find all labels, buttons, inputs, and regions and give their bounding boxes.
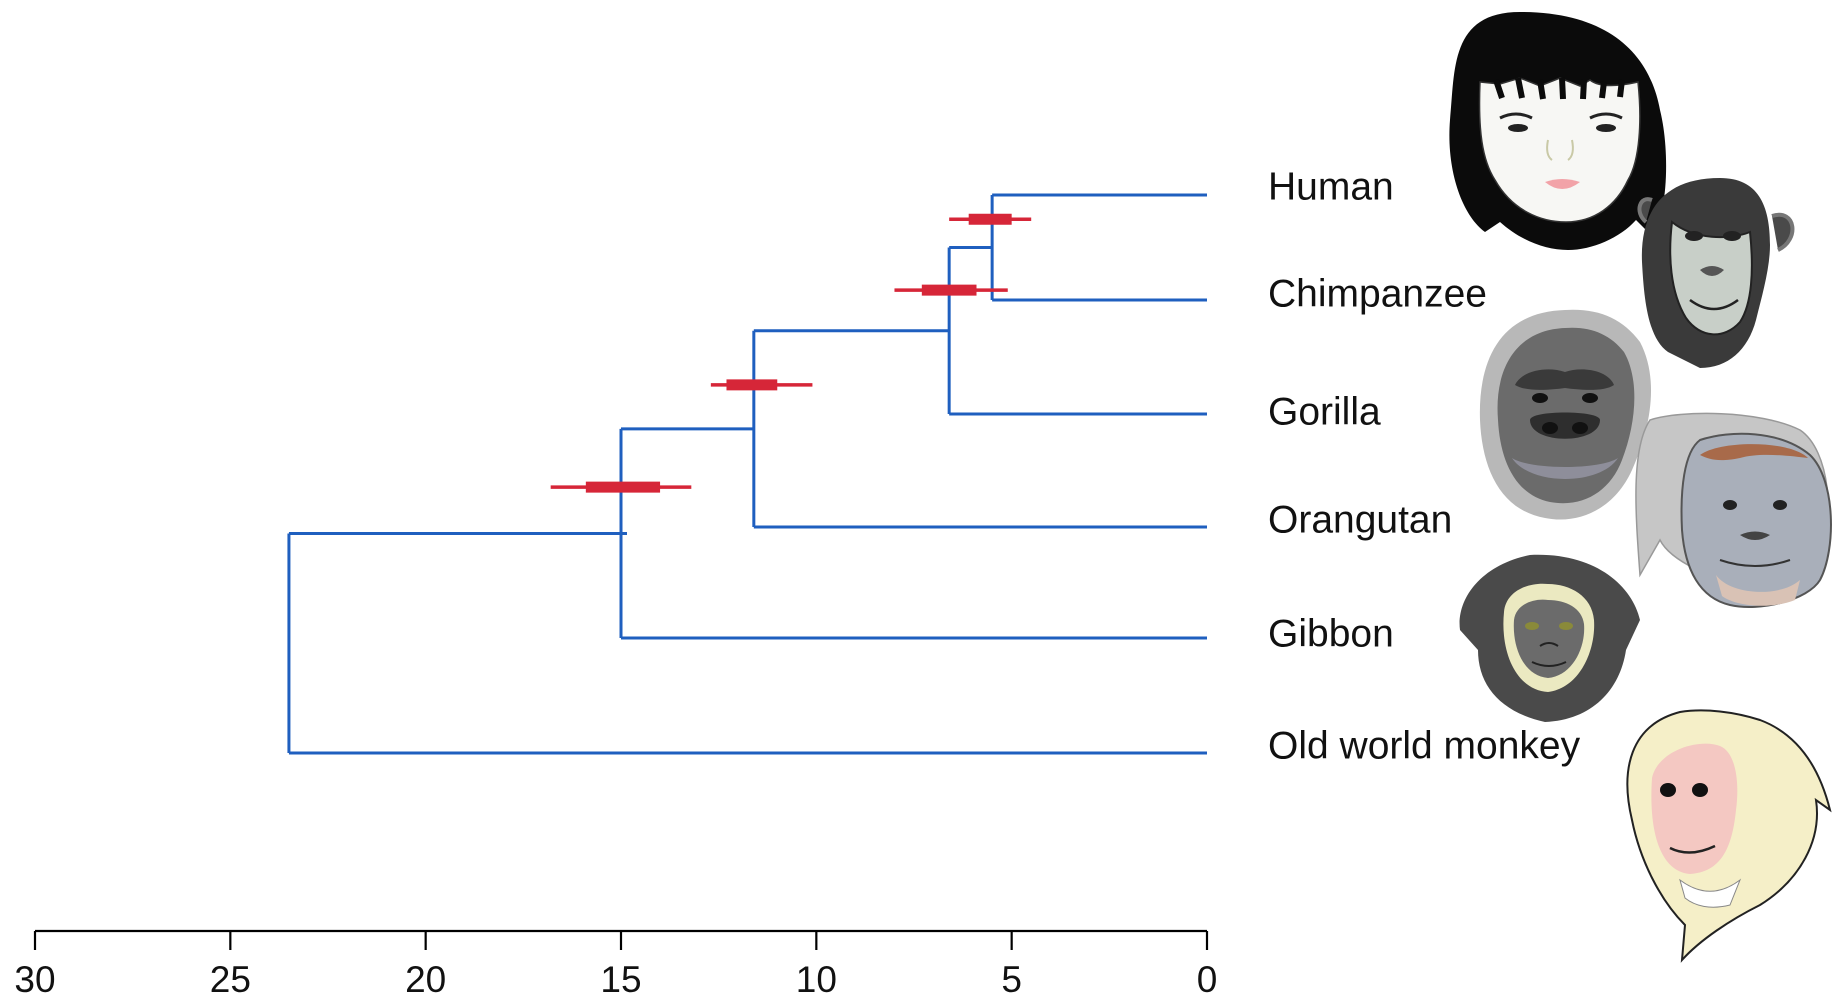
taxon-label-chimpanzee: Chimpanzee bbox=[1268, 272, 1487, 315]
taxon-label-old-world-monkey: Old world monkey bbox=[1268, 724, 1581, 767]
gibbon-face-icon bbox=[1459, 554, 1640, 722]
axis-tick-label-0: 0 bbox=[1197, 959, 1218, 1000]
taxon-labels: Human Chimpanzee Gorilla Orangutan Gibbo… bbox=[1268, 165, 1581, 767]
human-face-icon bbox=[1449, 12, 1667, 250]
axis-tick-label-5: 5 bbox=[1001, 959, 1022, 1000]
axis-tick-label-20: 20 bbox=[405, 959, 446, 1000]
axis-tick-label-30: 30 bbox=[14, 959, 55, 1000]
divergence-intervals bbox=[550, 213, 1032, 493]
taxon-label-human: Human bbox=[1268, 165, 1394, 208]
taxon-label-orangutan: Orangutan bbox=[1268, 498, 1452, 541]
phylogenetic-tree bbox=[287, 193, 1207, 755]
taxon-label-gibbon: Gibbon bbox=[1268, 612, 1394, 655]
axis-tick-label-25: 25 bbox=[210, 959, 251, 1000]
orangutan-face-icon bbox=[1635, 412, 1832, 608]
taxon-label-gorilla: Gorilla bbox=[1268, 390, 1381, 433]
time-axis: 30 25 20 15 10 5 0 bbox=[14, 929, 1217, 1000]
gorilla-face-icon bbox=[1479, 309, 1652, 520]
axis-tick-label-10: 10 bbox=[796, 959, 837, 1000]
chimpanzee-face-icon bbox=[1637, 178, 1795, 368]
axis-tick-label-15: 15 bbox=[600, 959, 641, 1000]
axis-ticks: 30 25 20 15 10 5 0 bbox=[14, 931, 1217, 1000]
macaque-face-icon bbox=[1626, 709, 1832, 963]
